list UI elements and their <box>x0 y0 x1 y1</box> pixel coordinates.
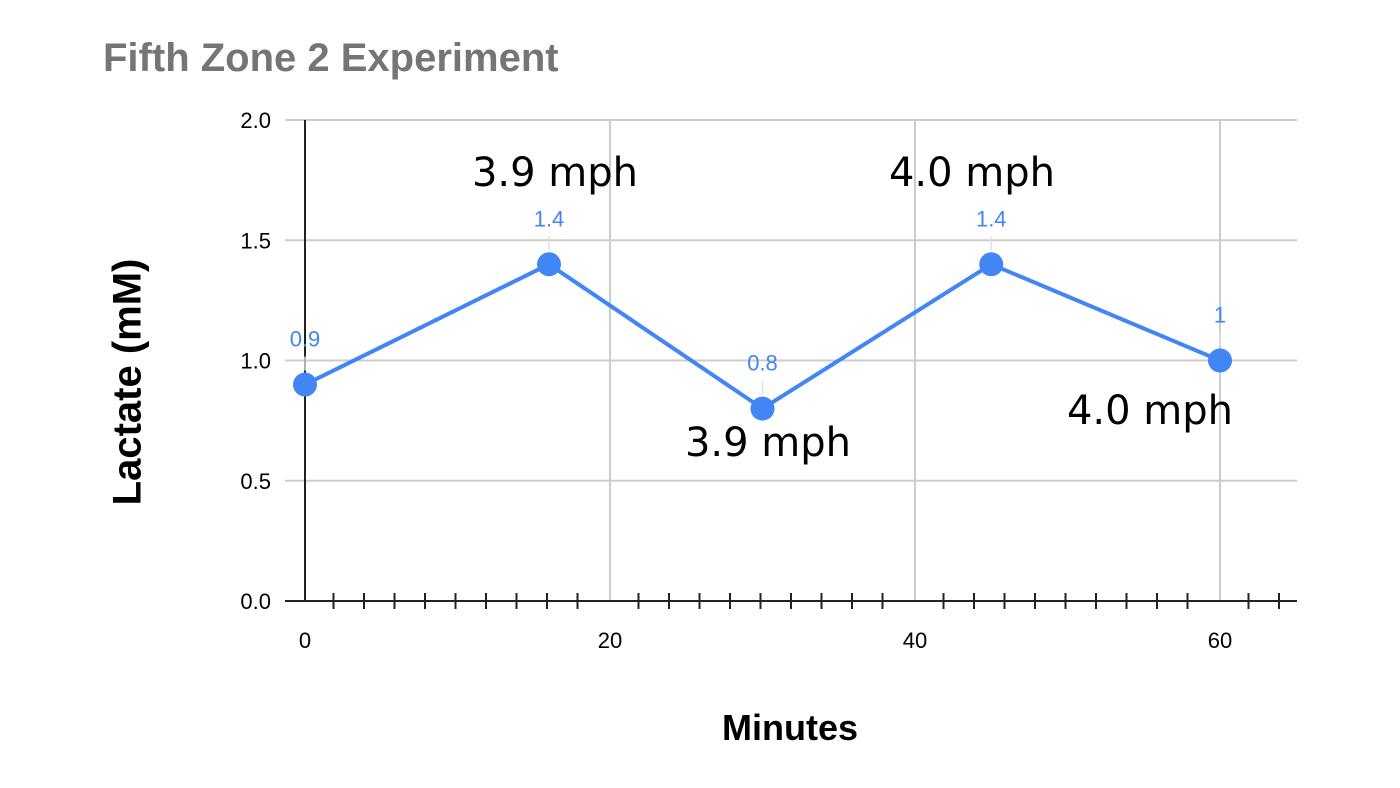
data-point[interactable] <box>537 252 561 277</box>
speed-annotation: 4.0 mph <box>1067 388 1233 434</box>
x-tick-label: 60 <box>1208 628 1232 653</box>
y-tick-label: 0.0 <box>240 589 271 614</box>
annotations: 3.9 mph 3.9 mph 4.0 mph 4.0 mph <box>472 150 1233 466</box>
chart-title: Fifth Zone 2 Experiment <box>103 36 559 80</box>
data-point[interactable] <box>293 372 317 397</box>
data-label: 0.9 <box>290 327 321 352</box>
speed-annotation: 3.9 mph <box>472 150 638 196</box>
data-label: 1.4 <box>976 206 1007 231</box>
data-label: 1.4 <box>534 206 565 231</box>
grid-lines <box>285 119 1297 601</box>
data-label: 1 <box>1214 303 1226 328</box>
y-tick-label: 0.5 <box>240 469 271 494</box>
x-tick-label: 40 <box>903 628 927 653</box>
y-tick-label: 1.5 <box>240 228 271 253</box>
data-label: 0.8 <box>747 351 778 376</box>
x-axis-label: Minutes <box>721 707 859 748</box>
data-point[interactable] <box>1208 348 1232 373</box>
speed-annotation: 3.9 mph <box>685 420 851 466</box>
axes <box>285 120 1297 609</box>
y-tick-label: 1.0 <box>240 349 271 374</box>
x-tick-label: 0 <box>299 628 311 653</box>
y-tick-label: 2.0 <box>240 108 271 133</box>
tick-labels: 0.0 0.5 1.0 1.5 2.0 0 20 40 60 <box>240 108 1232 653</box>
data-series: 0.9 1.4 0.8 1.4 1 <box>290 206 1232 421</box>
data-point[interactable] <box>750 396 775 421</box>
speed-annotation: 4.0 mph <box>889 150 1055 196</box>
x-tick-label: 20 <box>598 628 622 653</box>
data-point[interactable] <box>979 252 1004 277</box>
